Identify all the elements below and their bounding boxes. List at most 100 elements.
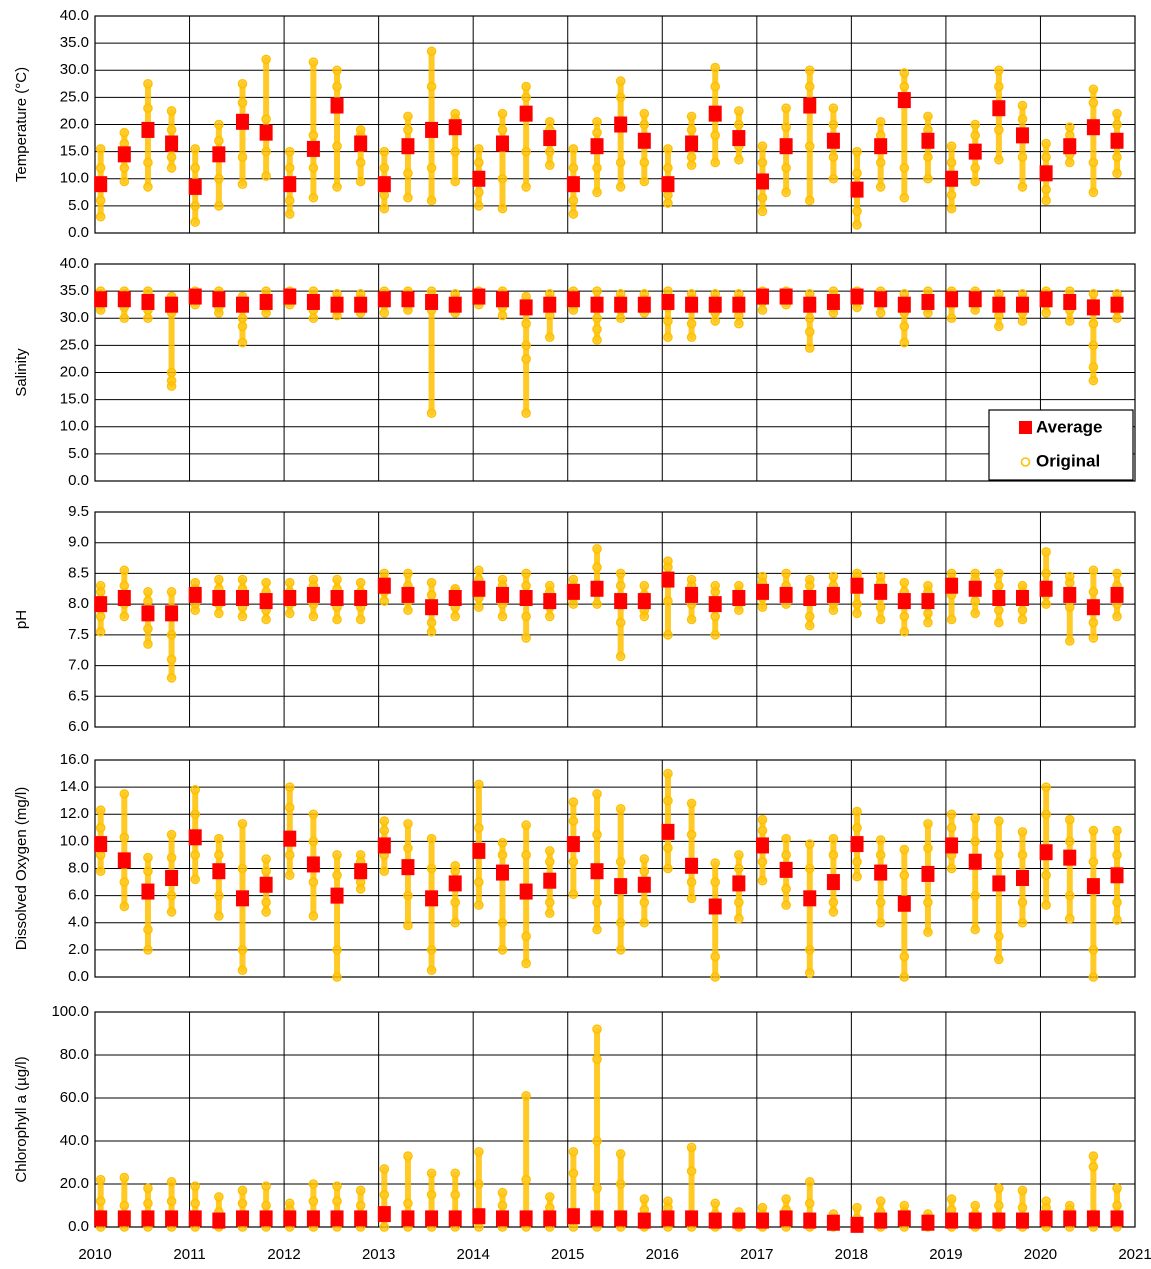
original-point bbox=[119, 877, 130, 887]
original-point bbox=[1112, 1183, 1122, 1194]
original-point bbox=[899, 81, 910, 92]
original-point bbox=[166, 1177, 177, 1187]
original-point bbox=[284, 1198, 295, 1209]
original-point bbox=[875, 157, 886, 168]
average-marker bbox=[401, 1210, 415, 1227]
original-point bbox=[190, 577, 201, 588]
original-point bbox=[970, 1200, 981, 1211]
average-marker bbox=[874, 583, 888, 600]
original-point bbox=[994, 65, 1004, 76]
original-point bbox=[592, 562, 602, 573]
original-point bbox=[332, 870, 342, 881]
original-point bbox=[781, 833, 791, 844]
original-point bbox=[781, 122, 791, 133]
original-point bbox=[426, 163, 437, 173]
average-marker bbox=[992, 590, 1006, 606]
average-marker bbox=[94, 836, 108, 853]
original-point bbox=[355, 157, 366, 168]
original-point bbox=[143, 596, 153, 606]
original-point bbox=[568, 144, 579, 154]
y-tick-label: 20.0 bbox=[60, 115, 89, 132]
original-point bbox=[237, 179, 248, 189]
original-point bbox=[757, 875, 768, 886]
original-point bbox=[355, 614, 366, 625]
original-point bbox=[403, 168, 413, 179]
average-marker bbox=[401, 138, 415, 155]
average-marker bbox=[472, 580, 486, 597]
original-point bbox=[474, 201, 484, 211]
average-marker bbox=[283, 830, 297, 847]
original-point bbox=[970, 176, 981, 187]
original-point bbox=[119, 580, 130, 591]
original-point bbox=[804, 968, 815, 978]
original-point bbox=[663, 562, 673, 573]
y-tick-label: 35.0 bbox=[60, 34, 89, 51]
original-point bbox=[426, 833, 437, 844]
average-marker bbox=[212, 291, 226, 308]
average-marker bbox=[921, 293, 935, 310]
original-point bbox=[639, 1194, 650, 1204]
original-point bbox=[95, 805, 106, 815]
original-point bbox=[923, 580, 933, 591]
average-marker bbox=[354, 863, 368, 880]
average-marker bbox=[141, 605, 155, 622]
original-point bbox=[663, 596, 673, 606]
original-point bbox=[686, 1142, 697, 1153]
average-marker bbox=[259, 876, 273, 893]
original-point bbox=[426, 195, 437, 206]
original-point bbox=[994, 605, 1004, 616]
original-point bbox=[521, 318, 531, 329]
original-point bbox=[426, 81, 437, 92]
original-point bbox=[663, 556, 673, 566]
original-point bbox=[804, 65, 815, 76]
y-axis-label: Temperature (°C) bbox=[13, 67, 30, 182]
original-point bbox=[852, 206, 862, 217]
average-marker bbox=[637, 876, 651, 893]
original-point bbox=[946, 614, 957, 625]
original-point bbox=[615, 157, 626, 168]
average-marker bbox=[779, 138, 793, 155]
original-point bbox=[592, 1054, 602, 1065]
original-point bbox=[190, 163, 201, 173]
original-point bbox=[568, 195, 579, 206]
original-point bbox=[521, 81, 531, 92]
original-point bbox=[166, 367, 177, 378]
original-point bbox=[686, 798, 697, 809]
original-point bbox=[190, 809, 201, 820]
original-point bbox=[639, 157, 650, 168]
original-point bbox=[521, 568, 531, 579]
original-point bbox=[1088, 1151, 1099, 1161]
original-point bbox=[781, 187, 791, 198]
average-marker bbox=[637, 296, 651, 313]
y-tick-label: 7.5 bbox=[68, 626, 89, 643]
original-point bbox=[1088, 157, 1099, 168]
original-point bbox=[1064, 577, 1075, 588]
original-point bbox=[426, 617, 437, 628]
original-point bbox=[781, 163, 791, 173]
original-point bbox=[497, 611, 508, 622]
average-marker bbox=[425, 599, 439, 616]
plot-frame bbox=[94, 1011, 1136, 1228]
original-point bbox=[686, 111, 697, 122]
average-marker bbox=[495, 864, 509, 881]
original-point bbox=[190, 1198, 201, 1209]
original-point bbox=[875, 835, 886, 845]
original-point bbox=[497, 574, 508, 585]
original-point bbox=[143, 623, 153, 634]
original-point bbox=[521, 354, 531, 364]
average-marker bbox=[495, 135, 509, 152]
original-point bbox=[214, 574, 224, 585]
original-point bbox=[828, 571, 839, 582]
average-marker bbox=[1015, 127, 1029, 144]
original-point bbox=[804, 313, 815, 324]
average-marker bbox=[685, 135, 699, 152]
average-marker bbox=[826, 132, 840, 149]
original-point bbox=[757, 602, 768, 613]
average-marker bbox=[259, 593, 273, 610]
average-marker bbox=[401, 859, 415, 876]
y-tick-label: 20.0 bbox=[60, 363, 89, 380]
average-marker bbox=[590, 863, 604, 880]
x-tick-label: 2016 bbox=[646, 1246, 679, 1263]
average-marker bbox=[968, 291, 982, 308]
average-marker bbox=[141, 121, 155, 138]
